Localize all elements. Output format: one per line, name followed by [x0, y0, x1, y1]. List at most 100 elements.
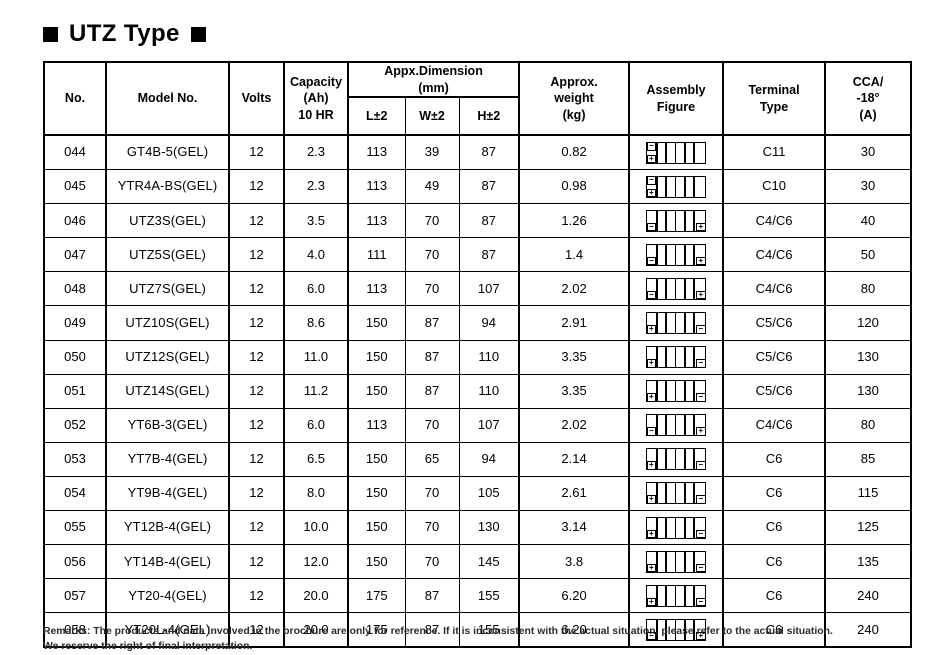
cell-dimension-width: 87: [404, 305, 460, 341]
title-square-right-icon: [190, 26, 206, 42]
positive-terminal-icon: +: [696, 222, 706, 232]
cell-weight: 3.35: [518, 373, 631, 409]
col-header-dim-height: H±2: [458, 97, 521, 136]
cell-weight: 6.20: [518, 612, 631, 648]
negative-terminal-icon: −: [646, 222, 657, 232]
table-header-row-2: L±2 W±2 H±2: [44, 97, 911, 136]
cell-volts: 12: [228, 271, 285, 307]
battery-icon-pos-bottomleft-neg-bottomright: + −: [646, 380, 707, 403]
cell-assembly-figure: + −: [628, 578, 725, 614]
cell-dimension-length: 175: [347, 578, 406, 614]
cell-cca: 120: [824, 305, 912, 341]
positive-terminal-icon: +: [696, 631, 706, 641]
battery-cell-divider: [656, 210, 658, 231]
battery-cell-divider: [693, 176, 695, 197]
battery-cell-divider: [656, 415, 658, 436]
cell-dimension-height: 94: [458, 305, 521, 341]
cell-dimension-width: 70: [404, 475, 460, 512]
battery-cell-divider: [674, 244, 677, 265]
cell-model-no: GT4B-5(GEL): [105, 134, 230, 171]
battery-cell-divider: [683, 381, 686, 402]
negative-terminal-icon: −: [646, 256, 657, 266]
battery-cell-divider: [683, 210, 686, 231]
cell-cca: 30: [824, 134, 912, 171]
negative-terminal-icon: −: [696, 495, 706, 504]
table-row: 054 YT9B-4(GEL) 12 8.0 150 70 105 2.61 + − C6 115: [43, 475, 912, 512]
cell-terminal-type: C6: [722, 612, 827, 648]
battery-icon-pos-bottomleft-neg-bottomright: + −: [646, 584, 707, 607]
cell-dimension-width: 87: [404, 373, 460, 409]
cell-dimension-height: 105: [458, 475, 521, 512]
battery-cell-divider: [656, 278, 658, 299]
cell-dimension-length: 113: [347, 407, 406, 443]
cell-dimension-length: 111: [347, 237, 406, 273]
battery-cell-divider: [674, 142, 677, 163]
cell-capacity: 6.5: [283, 441, 349, 477]
positive-terminal-icon: +: [646, 393, 657, 402]
battery-cell-divider: [674, 619, 677, 640]
positive-terminal-icon: +: [646, 529, 657, 539]
battery-cell-divider: [674, 449, 677, 470]
battery-cell-divider: [674, 381, 677, 402]
cell-capacity: 6.0: [283, 407, 349, 443]
positive-terminal-icon: +: [646, 359, 657, 368]
cell-assembly-figure: − +: [628, 169, 725, 205]
positive-terminal-icon: +: [696, 427, 706, 436]
cell-assembly-figure: + −: [628, 305, 725, 341]
cell-dimension-length: 113: [347, 169, 406, 205]
cell-capacity: 3.5: [283, 203, 349, 239]
battery-cell-divider: [693, 347, 695, 368]
cell-weight: 2.61: [518, 475, 631, 512]
cell-terminal-type: C5/C6: [722, 305, 827, 341]
cell-assembly-figure: − +: [628, 407, 725, 443]
cell-cca: 240: [824, 578, 912, 614]
cell-dimension-length: 150: [347, 339, 406, 375]
table-row: 047 UTZ5S(GEL) 12 4.0 111 70 87 1.4− + C4/C6 50: [43, 237, 912, 273]
cell-terminal-type: C11: [722, 134, 827, 171]
negative-terminal-icon: −: [696, 597, 706, 607]
cell-capacity: 6.0: [283, 271, 349, 307]
cell-model-no: YTR4A-BS(GEL): [105, 169, 230, 205]
remarks-line-2: We reserve the right of final interpreta…: [43, 641, 253, 653]
page-title: UTZ Type: [43, 17, 206, 51]
cell-capacity: 12.0: [283, 544, 349, 580]
cell-cca: 85: [824, 441, 912, 477]
battery-cell-divider: [683, 142, 686, 163]
table-row: 048 UTZ7S(GEL) 12 6.0 113 70 107 2.02− + C4/C6 80: [43, 271, 912, 307]
negative-terminal-icon: −: [646, 142, 657, 151]
battery-cell-divider: [683, 449, 686, 470]
cell-terminal-type: C6: [722, 544, 827, 580]
cell-cca: 125: [824, 510, 912, 546]
battery-icon-neg-bottomleft-pos-bottomright: − +: [646, 618, 707, 641]
cell-model-no: UTZ10S(GEL): [105, 305, 230, 341]
cell-cca: 240: [824, 612, 912, 648]
table-row: 049 UTZ10S(GEL) 12 8.6 150 87 94 2.91 + − C5/C6 120: [43, 305, 912, 341]
cell-no: 055: [43, 510, 107, 546]
cell-dimension-width: 39: [404, 134, 460, 171]
cell-dimension-length: 175: [347, 612, 406, 648]
cell-model-no: YT12B-4(GEL): [105, 510, 230, 546]
cell-no: 053: [43, 441, 107, 477]
remarks-line-1: Remarks: The products and data involved …: [43, 626, 833, 637]
battery-icon-pos-bottomleft-neg-bottomright: + −: [646, 482, 707, 505]
cell-dimension-length: 113: [347, 134, 406, 171]
battery-cell-divider: [693, 619, 695, 640]
col-header-dimension-line2: (mm): [418, 80, 449, 95]
cell-assembly-figure: − +: [628, 237, 725, 273]
cell-terminal-type: C6: [722, 441, 827, 477]
battery-cell-divider: [693, 517, 695, 538]
cell-dimension-length: 150: [347, 305, 406, 341]
col-header-no: No.: [43, 62, 107, 136]
cell-volts: 12: [228, 510, 285, 546]
cell-model-no: UTZ14S(GEL): [105, 373, 230, 409]
cell-volts: 12: [228, 339, 285, 375]
cell-dimension-height: 110: [458, 373, 521, 409]
col-header-cca: CCA/ -18° (A): [824, 62, 912, 136]
negative-terminal-icon: −: [696, 563, 706, 573]
title-square-left-icon: [43, 26, 58, 42]
battery-cell-divider: [665, 415, 668, 436]
battery-icon-pos-bottomleft-neg-bottomright: + −: [646, 516, 707, 539]
battery-icon-neg-topleft-pos-bottomleft: − +: [646, 175, 707, 198]
negative-terminal-icon: −: [696, 325, 706, 334]
cell-cca: 80: [824, 271, 912, 307]
